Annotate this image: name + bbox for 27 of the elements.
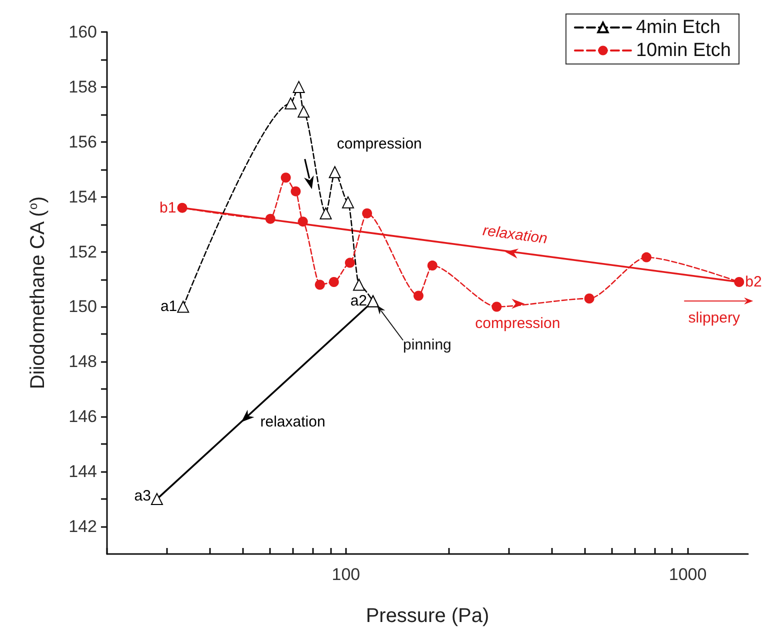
annotation: relaxation [482, 222, 548, 248]
y-tick-label: 142 [68, 517, 97, 536]
annotation: slippery [688, 310, 740, 327]
annotation: b2 [745, 274, 762, 291]
y-tick-label: 152 [68, 242, 97, 262]
y-tick-label: 154 [68, 187, 97, 206]
annotation: b1 [160, 199, 176, 216]
x-tick-label: 100 [332, 565, 360, 584]
legend-label: 10min Etch [636, 40, 731, 61]
annotation: pinning [403, 336, 452, 354]
annotation: a1 [160, 298, 178, 316]
y-tick-label: 150 [68, 297, 97, 316]
annotation: relaxation [260, 414, 326, 431]
y-tick-label: 146 [68, 407, 97, 426]
legend-label: 4min Etch [636, 17, 720, 38]
y-tick-label: 160 [68, 22, 97, 42]
annotation: compression [336, 136, 422, 153]
y-axis-title: Diiodomethane CA (o) [26, 196, 49, 390]
y-tick-label: 144 [68, 462, 97, 482]
annotation: a2 [350, 292, 368, 310]
annotation: a3 [134, 488, 151, 505]
y-tick-label: 148 [68, 352, 97, 372]
y-tick-label: 156 [68, 132, 97, 152]
x-axis-title: Pressure (Pa) [366, 605, 490, 627]
x-tick-label: 1000 [668, 565, 707, 584]
annotation: compression [475, 315, 560, 332]
y-tick-label: 158 [68, 77, 97, 96]
